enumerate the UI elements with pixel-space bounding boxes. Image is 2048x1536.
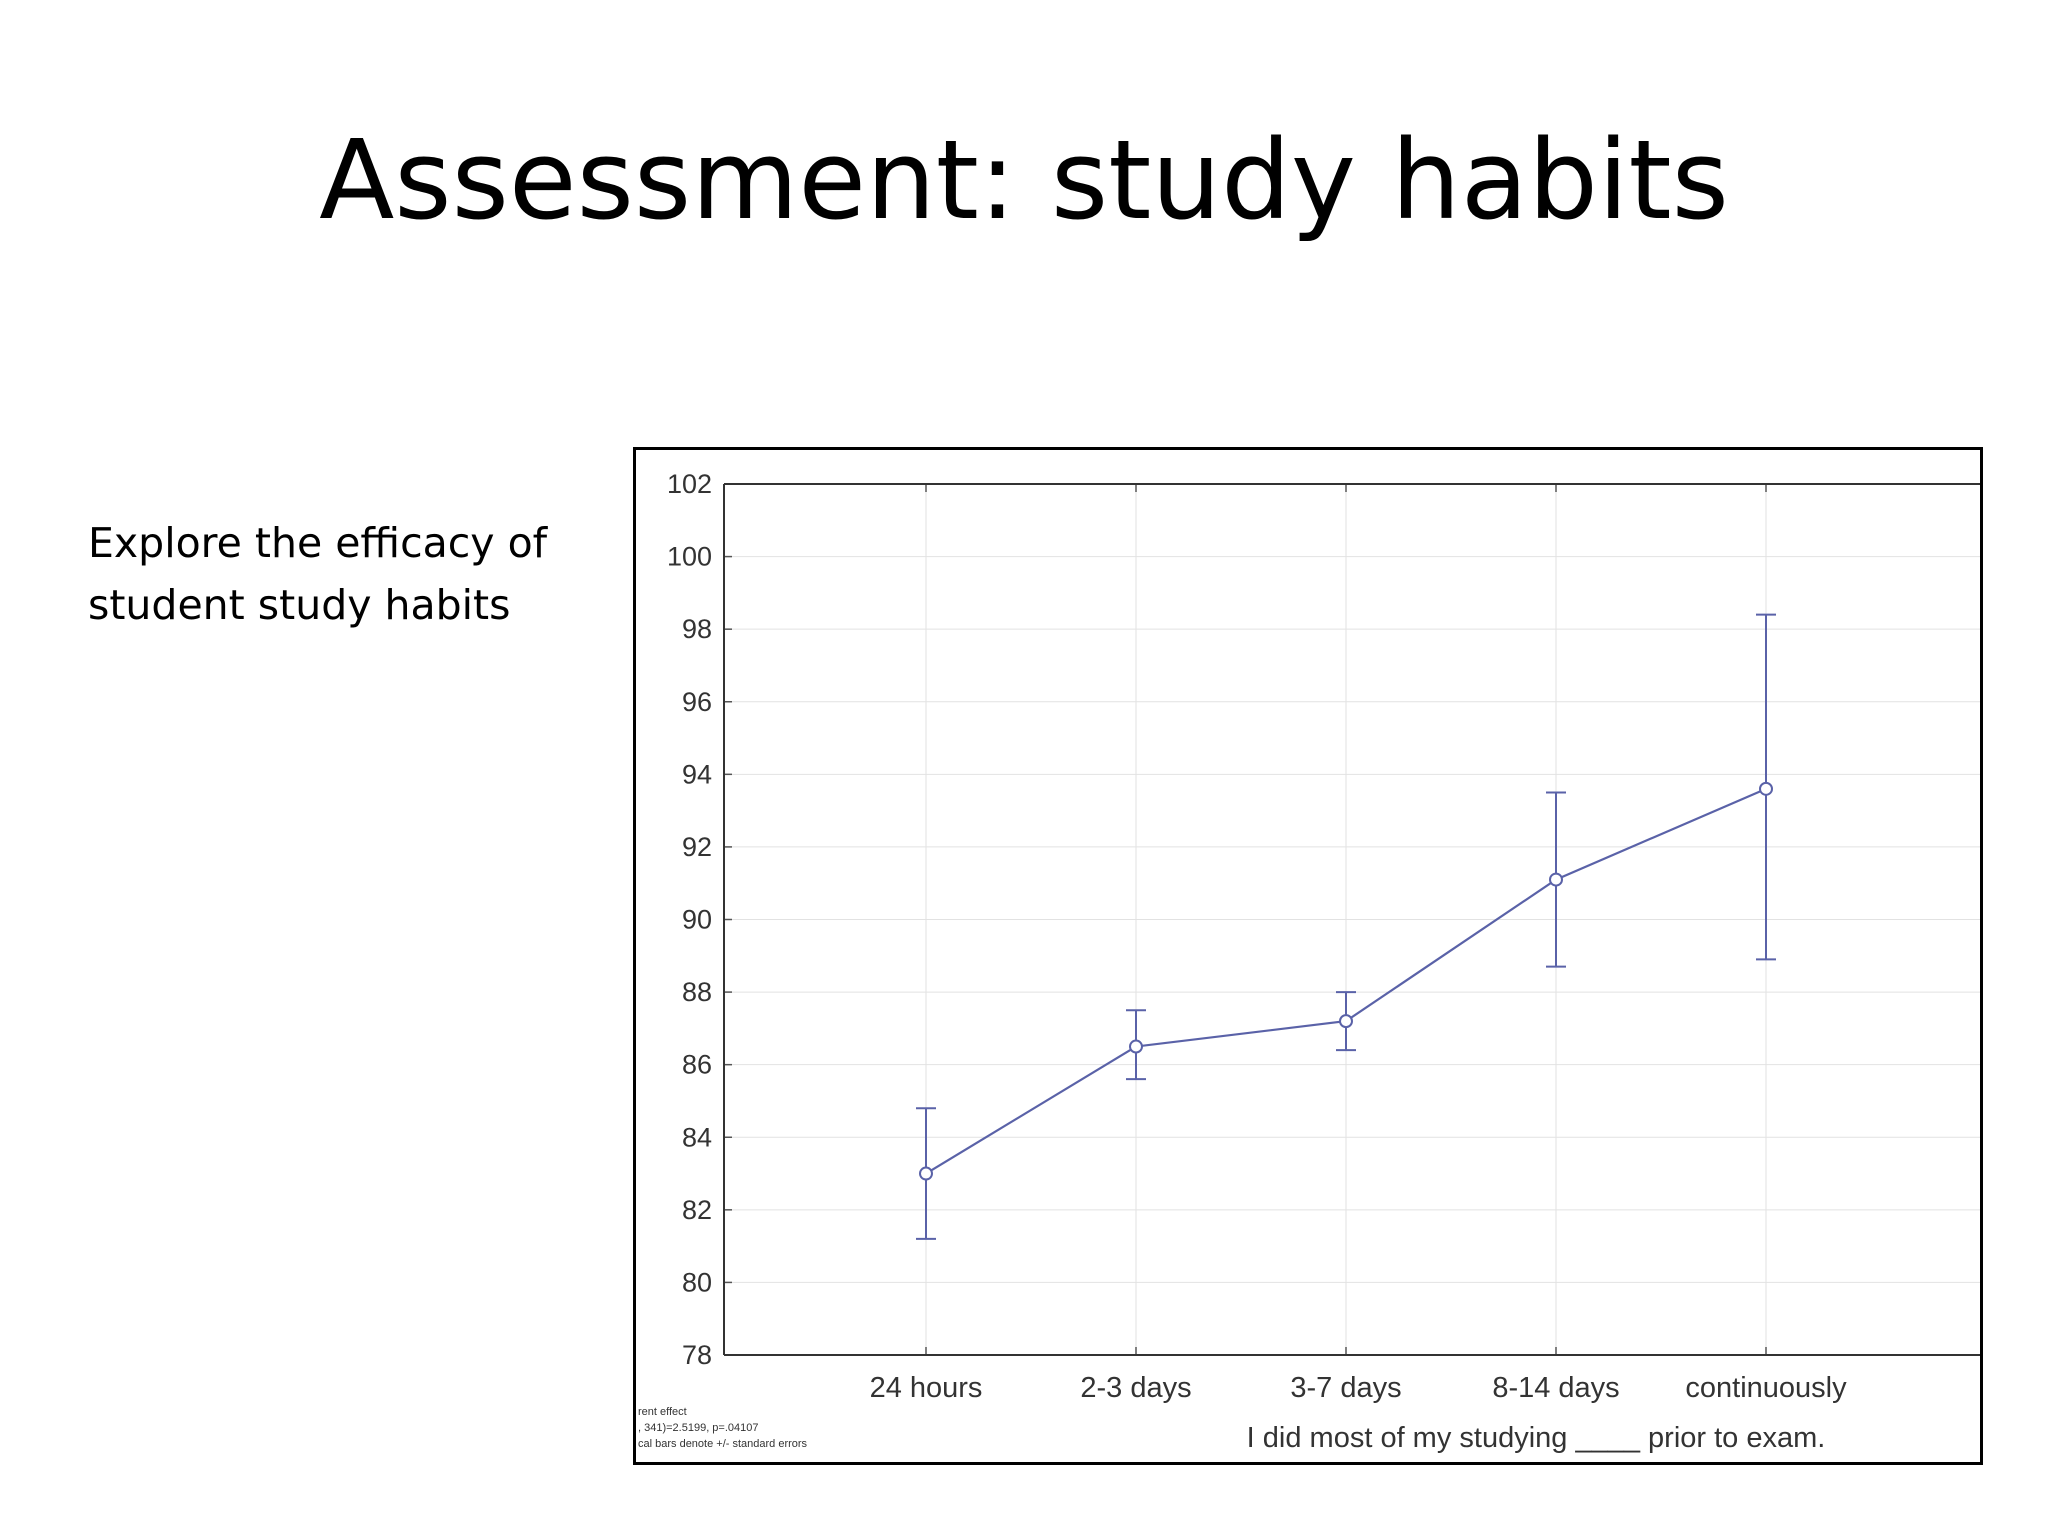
y-tick-label: 102 [667,469,712,499]
x-tick-label: 3-7 days [1290,1372,1401,1404]
y-tick-label: 82 [682,1195,712,1225]
x-tick-label: 2-3 days [1080,1372,1191,1404]
chart-frame: 78 80 82 84 86 88 90 92 94 96 98 100 102 24 hours 2-3… [633,447,1983,1465]
footnote-line: , 341)=2.5199, p=.04107 [638,1422,759,1434]
footnote-line: cal bars denote +/- standard errors [638,1438,808,1450]
y-tick-label: 90 [682,905,712,935]
chart-footnote: rent effect , 341)=2.5199, p=.04107 cal ba… [638,1406,808,1450]
y-tick-label: 80 [682,1267,712,1297]
slide-title: Assessment: study habits [319,116,1729,244]
y-tick-label: 92 [682,832,712,862]
y-tick-label: 86 [682,1050,712,1080]
line-chart: 78 80 82 84 86 88 90 92 94 96 98 100 102 24 hours 2-3… [638,469,1980,1454]
y-tick-label: 78 [682,1340,712,1370]
x-tick-label: continuously [1685,1372,1847,1404]
y-tick-label: 94 [682,759,712,789]
grid-lines [724,483,1980,1356]
x-tick-label: 8-14 days [1492,1372,1619,1404]
y-tick-label: 96 [682,687,712,717]
data-point [919,1166,933,1181]
data-point [1129,1039,1143,1054]
slide-body-text: Explore the efficacy of student study ha… [88,519,548,629]
y-tick-label: 98 [682,614,712,644]
y-tick-label: 88 [682,977,712,1007]
data-point [1339,1014,1353,1029]
axes [723,483,1980,1356]
y-tick-label: 100 [667,542,712,572]
x-tick-labels: 24 hours 2-3 days 3-7 days 8-14 days continu… [870,1372,1848,1404]
data-point [1549,872,1563,887]
y-tick-label: 84 [682,1122,712,1152]
y-tick-labels: 78 80 82 84 86 88 90 92 94 96 98 100 102 [667,469,712,1370]
x-axis-label: I did most of my studying ____ prior to … [1247,1422,1826,1454]
footnote-line: rent effect [638,1406,687,1418]
x-tick-label: 24 hours [870,1372,983,1404]
data-point [1759,781,1773,796]
data-points [919,781,1773,1181]
